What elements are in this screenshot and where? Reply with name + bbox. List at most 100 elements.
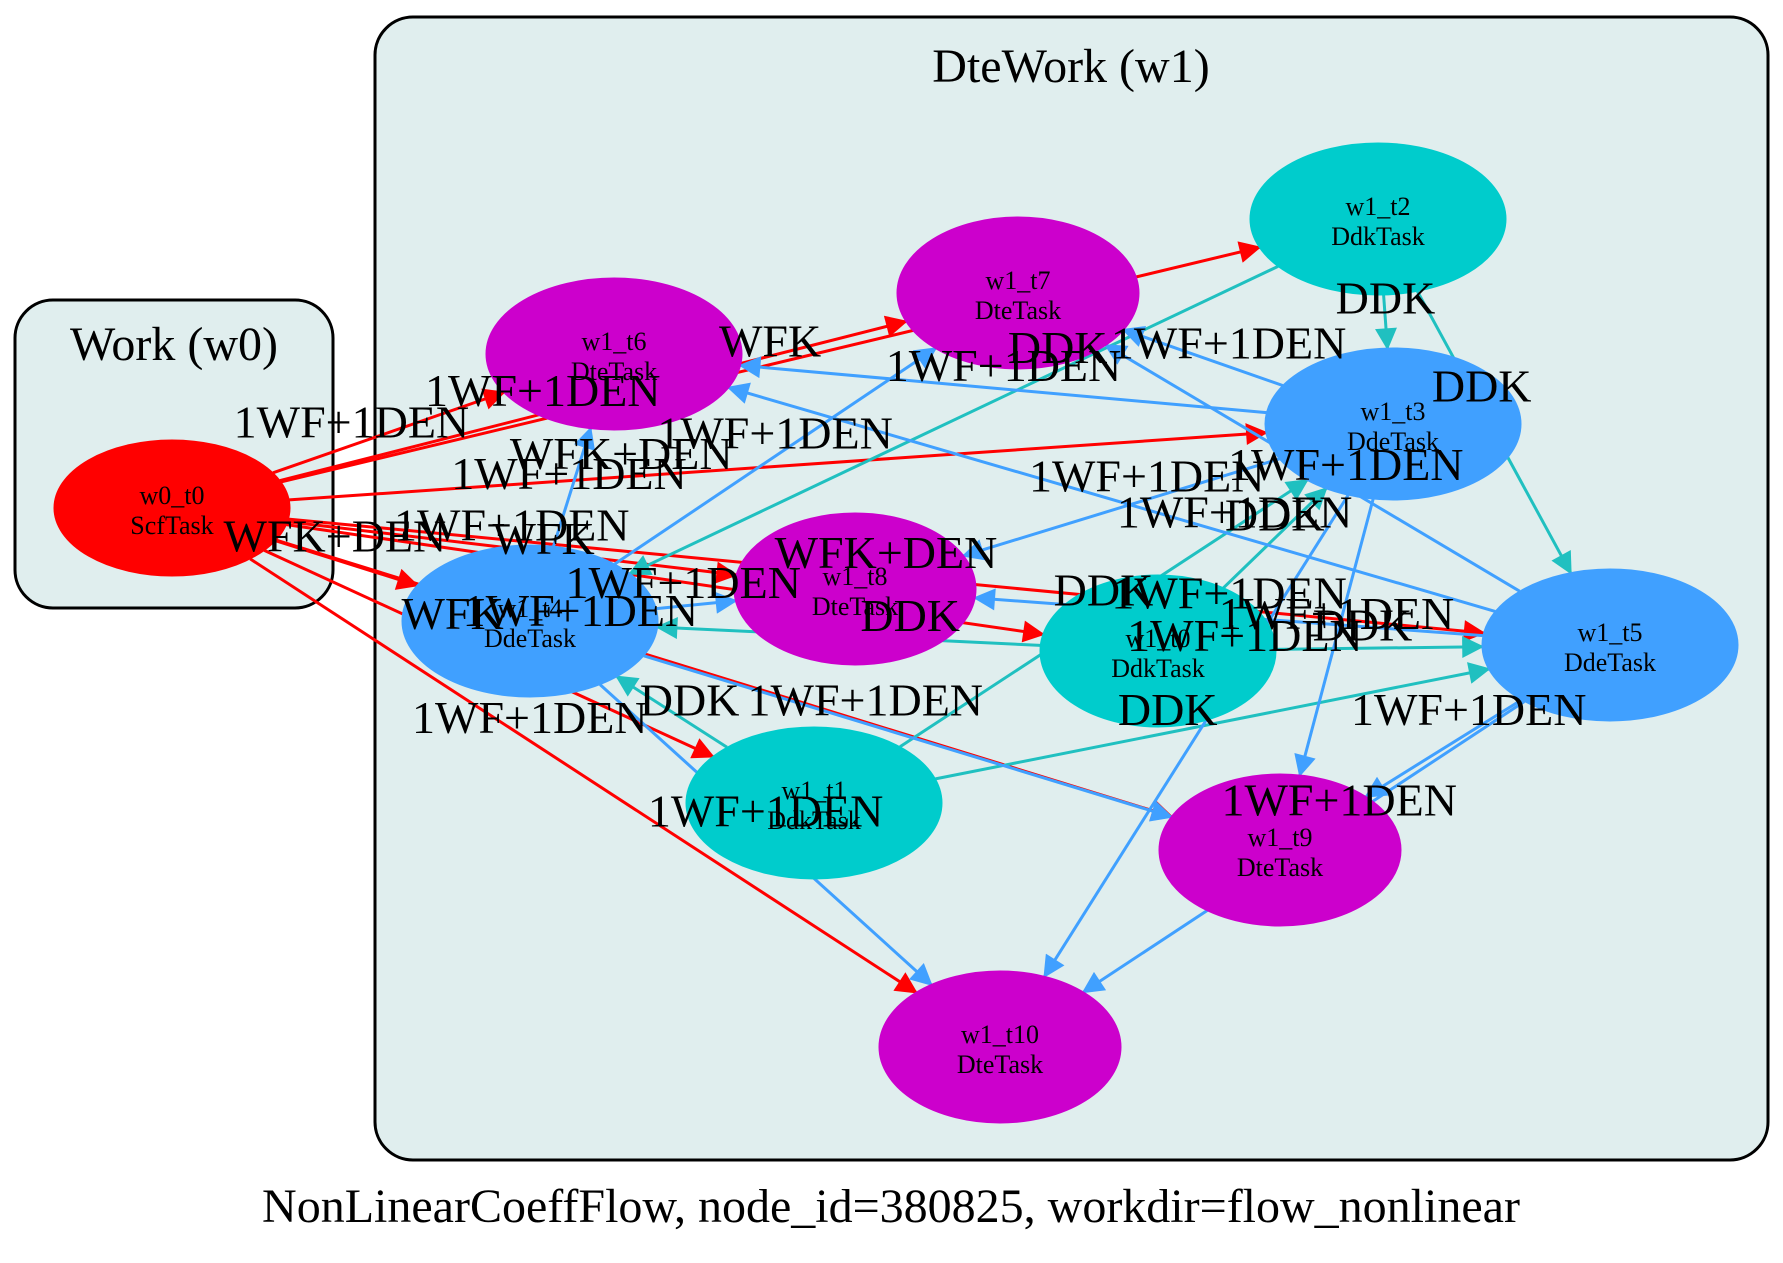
graph-caption: NonLinearCoeffFlow, node_id=380825, work…: [262, 1180, 1520, 1233]
node-w1_t7-type: DteTask: [975, 296, 1061, 325]
edge-w1_t4-to-w1_t9: [643, 654, 1174, 822]
edge-label-w0_t0-to-w1_t1: WFK: [401, 588, 503, 639]
node-w1_t5-shape: [1481, 568, 1739, 722]
edge-w0_t0-to-w1_t6: [272, 388, 506, 475]
node-w1_t4-shape: [401, 544, 659, 698]
edge-w1_t1-to-w1_t5: [935, 662, 1491, 781]
cluster-w0-label: Work (w0): [70, 318, 278, 371]
edge-label-w1_t4-to-w1_t8: 1WF+1DEN: [565, 557, 800, 608]
edge-label-w1_t4-to-w1_t10: 1WF+1DEN: [648, 786, 883, 837]
edge-label-w0_t0-to-w1_t2: WFK: [719, 316, 821, 367]
node-w1_t3-type: DdeTask: [1347, 427, 1439, 456]
edge-label-w1_t3-to-w1_t7: 1WF+1DEN: [1111, 318, 1346, 369]
edge-w1_t2-to-w1_t4: [628, 265, 1279, 576]
node-w1_t10-type: DteTask: [957, 1050, 1043, 1079]
cluster-w1: DteWork (w1): [373, 15, 1770, 1162]
edge-label-w0_t0-to-w1_t0: WFK: [492, 513, 594, 564]
edge-label-w1_t0-to-w1_t4: DDK: [860, 590, 960, 641]
node-w1_t8-type: DteTask: [812, 592, 898, 621]
edge-w1_t3-to-w1_t7: [1121, 326, 1284, 387]
edge-label-w1_t1-to-w1_t5: DDK: [1118, 684, 1218, 735]
node-w1_t8-shape: [733, 512, 977, 666]
edge-label-w1_t4-to-w1_t7: 1WF+1DEN: [657, 407, 892, 458]
node-w1_t3-shape: [1264, 347, 1522, 501]
node-w1_t9-name: w1_t9: [1248, 823, 1313, 852]
node-w1_t2-type: DdkTask: [1331, 222, 1425, 251]
edge-label-w0_t0-to-w1_t10: 1WF+1DEN: [412, 692, 647, 743]
node-w1_t6-shape: [485, 277, 743, 431]
node-w1_t6-name: w1_t6: [582, 327, 647, 356]
node-w1_t5-type: DdeTask: [1564, 648, 1656, 677]
edge-label-w1_t1-to-w1_t4: DDK: [640, 674, 740, 725]
edge-label-w1_t4-to-w1_t9: 1WF+1DEN: [748, 674, 983, 725]
node-w1_t6-type: DteTask: [571, 357, 657, 386]
edge-label-w1_t3-to-w1_t6: 1WF+1DEN: [886, 340, 1121, 391]
node-w1_t0-type: DdkTask: [1111, 654, 1205, 683]
edge-w1_t3-to-w1_t10: [1043, 494, 1350, 979]
edge-label-w1_t5-to-w1_t8: 1WF+1DEN: [1111, 568, 1346, 619]
nodes-layer: w0_t0ScfTaskw1_t0DdkTaskw1_t1DdkTaskw1_t…: [53, 142, 1739, 1124]
edge-label-w1_t0-to-w1_t5: DDK: [1313, 599, 1413, 650]
edge-label-w0_t0-to-w1_t9: 1WF+1DEN: [463, 585, 698, 636]
edge-w1_t0-to-w1_t3: [1222, 487, 1328, 589]
edge-label-w0_t0-to-w1_t8: 1WF+1DEN: [394, 499, 629, 550]
node-w1_t7-shape: [896, 216, 1140, 370]
edge-w1_t5-to-w1_t9: [1364, 698, 1523, 798]
node-w1_t0-name: w1_t0: [1126, 624, 1191, 653]
edge-label-w1_t3-to-w1_t8: 1WF+1DEN: [1029, 451, 1264, 502]
edge-w1_t0-to-w1_t5: [1275, 635, 1485, 658]
node-w1_t2-shape: [1249, 142, 1507, 296]
node-w1_t3-name: w1_t3: [1361, 397, 1426, 426]
edge-label-w1_t1-to-w1_t3: DDK: [1054, 565, 1154, 616]
edge-label-w1_t3-to-w1_t9: 1WF+1DEN: [1219, 588, 1454, 639]
node-w1_t7-name: w1_t7: [986, 266, 1051, 295]
edge-label-w1_t5-to-w1_t9: 1WF+1DEN: [1351, 684, 1586, 735]
edge-w0_t0-to-w1_t3: [289, 423, 1269, 502]
edge-w1_t1-to-w1_t4: [615, 675, 728, 749]
edge-label-w1_t5-to-w1_t10: 1WF+1DEN: [1221, 775, 1456, 826]
node-w0_t0-shape: [53, 439, 291, 577]
edge-label-w1_t4-to-w1_t6: 1WF+1DEN: [451, 448, 686, 499]
edge-w0_t0-to-w1_t10: [249, 557, 918, 994]
node-w1_t1-shape: [685, 726, 943, 880]
node-w1_t0-shape: [1039, 574, 1277, 728]
edge-label-w0_t0-to-w1_t5: WFK+DEN: [775, 527, 998, 578]
node-w1_t4-type: DdeTask: [484, 624, 576, 653]
node-w1_t9-type: DteTask: [1237, 853, 1323, 882]
node-w1_t5-name: w1_t5: [1578, 618, 1643, 647]
edge-label-w1_t0-to-w1_t3: DDK: [1225, 489, 1325, 540]
node-w1_t10-shape: [878, 970, 1122, 1124]
edge-w1_t3-to-w1_t6: [738, 356, 1267, 415]
edge-label-w1_t2-to-w1_t3: DDK: [1336, 273, 1436, 324]
edge-label-w1_t5-to-w1_t7: 1WF+1DEN: [1228, 439, 1463, 490]
cluster-w1-box: [373, 15, 1770, 1162]
edge-label-w0_t0-to-w1_t3: WFK+DEN: [510, 428, 733, 479]
edge-label-w1_t2-to-w1_t4: DDK: [1008, 322, 1108, 373]
edge-w1_t4-to-w1_t8: [656, 591, 738, 614]
edge-w1_t3-to-w1_t9: [1294, 498, 1375, 778]
edge-label-w1_t5-to-w1_t6: 1WF+1DEN: [1117, 486, 1352, 537]
node-w0_t0-type: ScfTask: [130, 511, 213, 540]
edge-label-w0_t0-to-w1_t7: 1WF+1DEN: [425, 365, 660, 416]
node-w0_t0-name: w0_t0: [140, 481, 205, 510]
node-w1_t1-name: w1_t1: [782, 776, 847, 805]
edge-w1_t4-to-w1_t6: [552, 426, 596, 547]
cluster-w1-label: DteWork (w1): [932, 40, 1209, 93]
node-w1_t1-type: DdkTask: [767, 806, 861, 835]
edge-label-w1_t3-to-w1_t10: 1WF+1DEN: [1127, 610, 1362, 661]
edge-w1_t4-to-w1_t7: [613, 347, 938, 566]
